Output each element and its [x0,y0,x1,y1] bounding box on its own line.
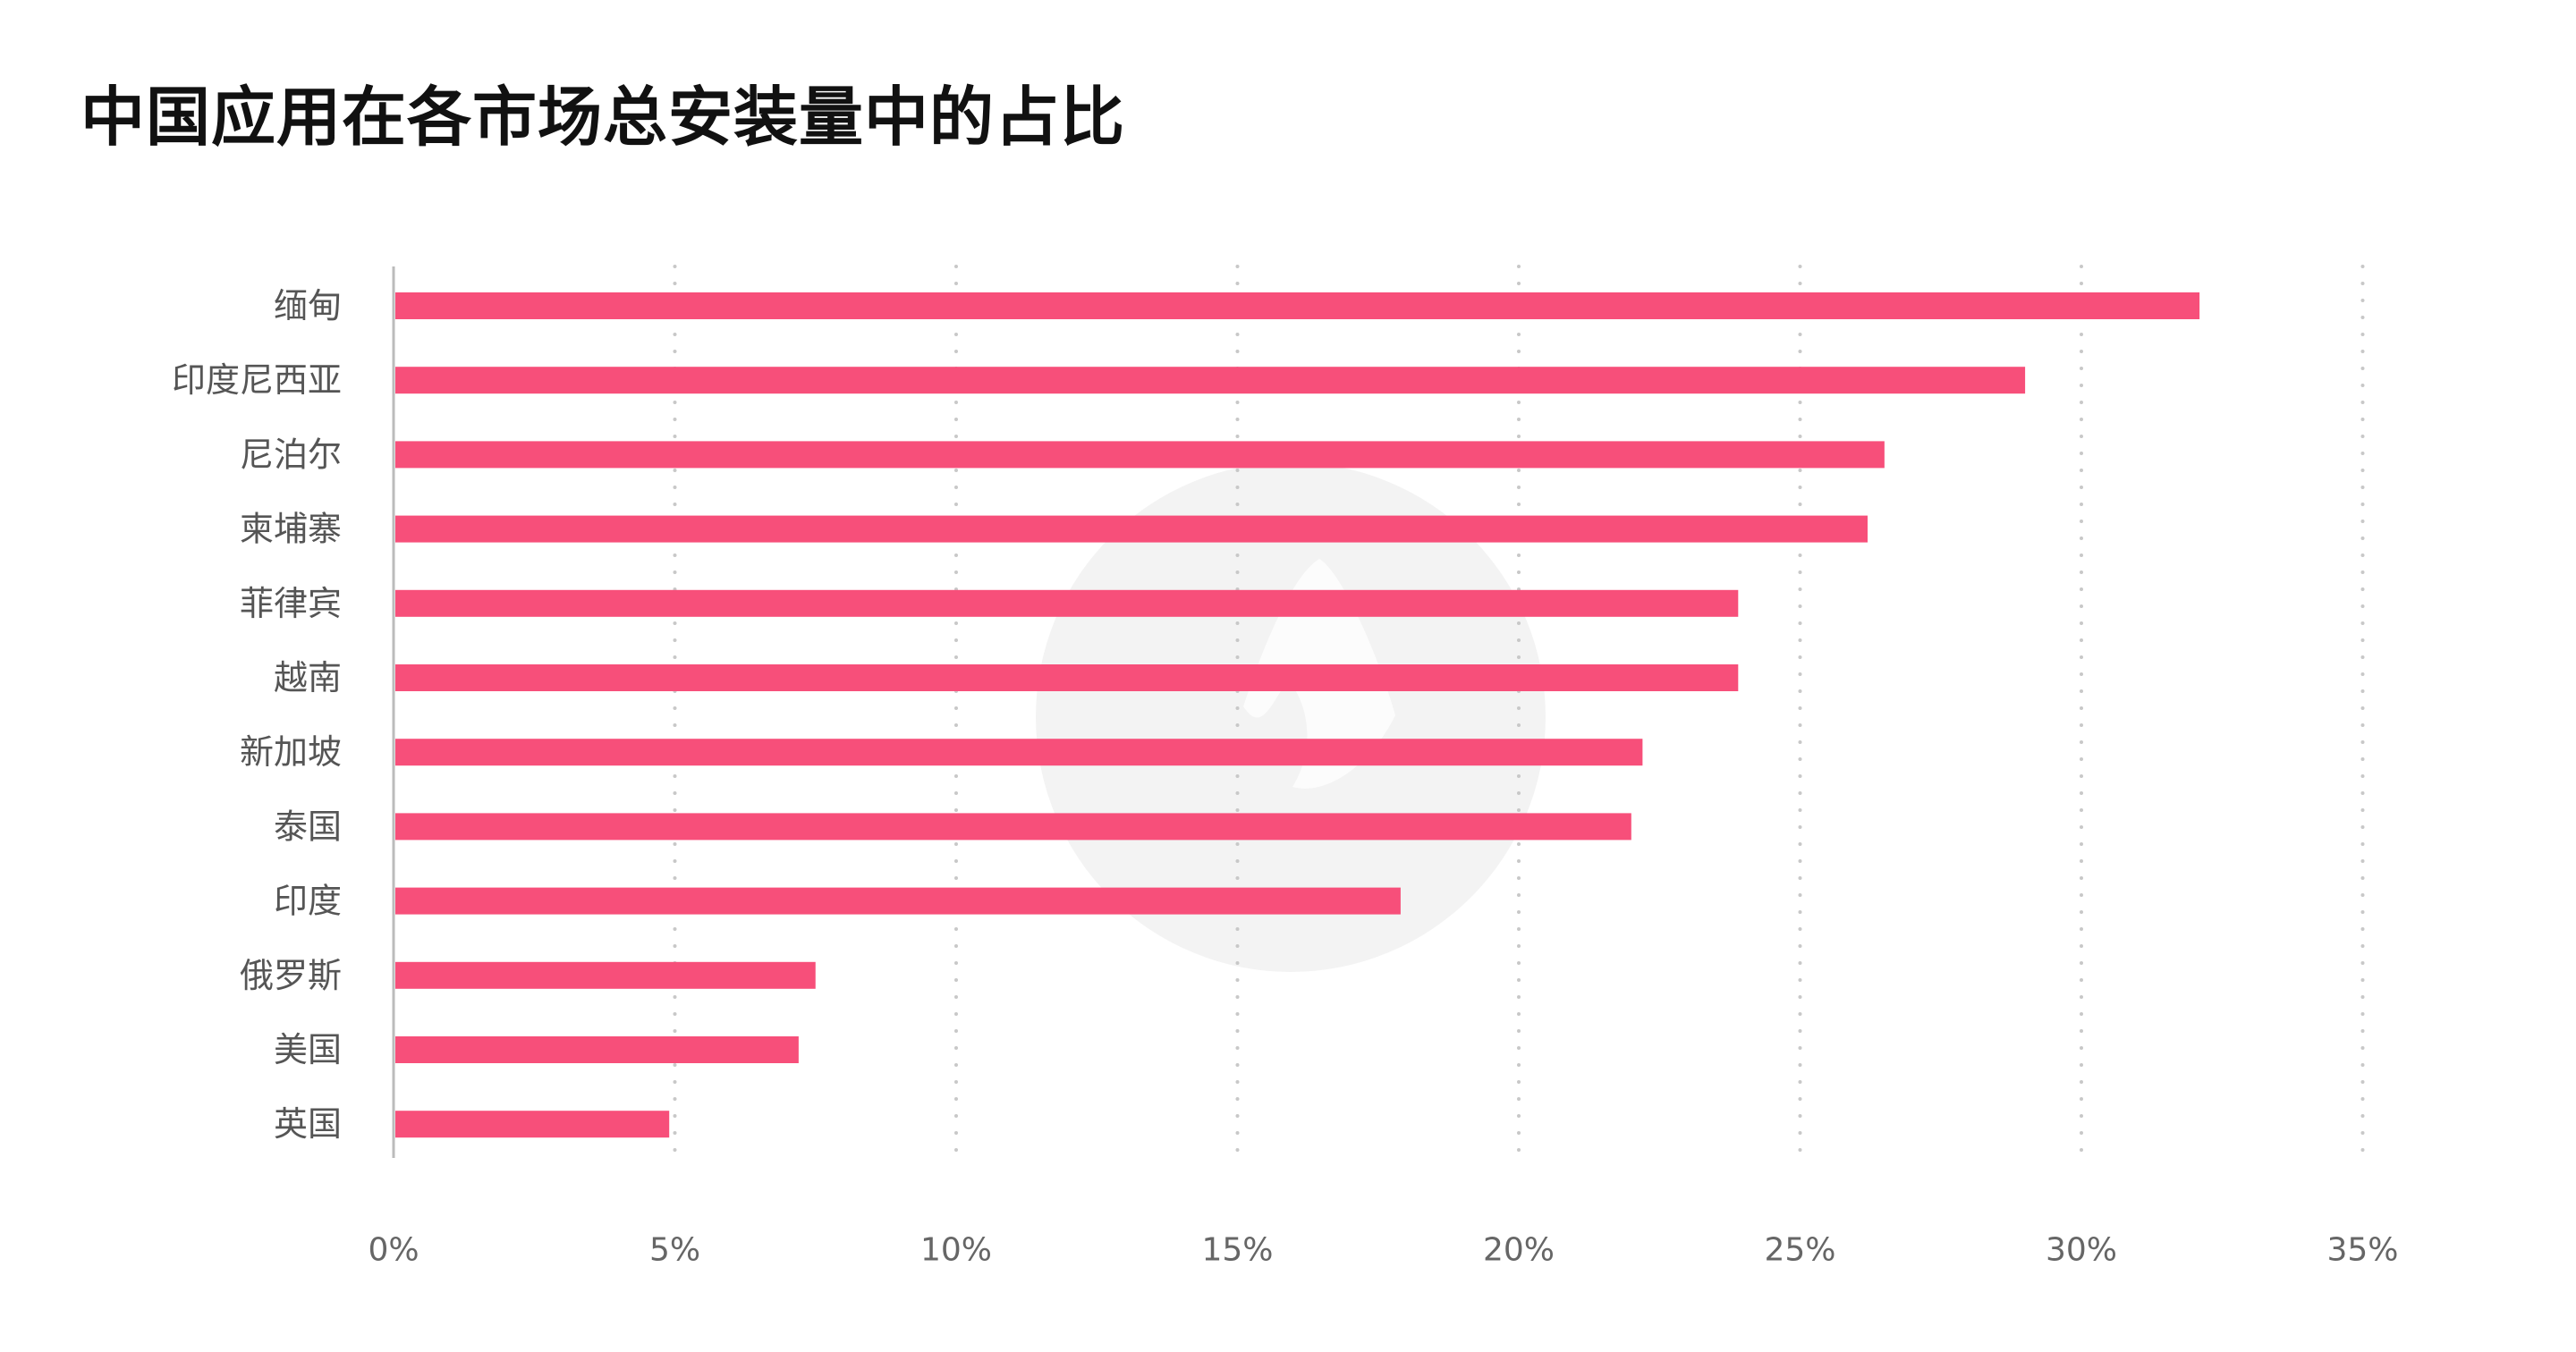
bar-柬埔寨 [395,515,1868,543]
bar-美国 [395,1036,799,1063]
category-label: 泰国 [274,807,342,846]
category-label: 越南 [274,658,342,697]
category-label: 英国 [274,1104,342,1144]
bar-泰国 [395,813,1631,841]
bars [395,292,2200,1138]
x-tick-label: 35% [2326,1232,2398,1269]
x-tick-labels: 0% 5% 10% 15% 20% 25% 30% 35% [368,1232,2398,1269]
category-label: 印度尼西亚 [172,360,342,400]
category-label: 缅甸 [274,286,342,325]
bar-俄罗斯 [395,961,816,989]
x-tick-label: 20% [1483,1232,1555,1269]
category-label: 俄罗斯 [240,956,342,995]
category-label: 新加坡 [240,732,342,772]
bar-尼泊尔 [395,441,1885,469]
category-label: 菲律宾 [240,584,342,623]
bar-越南 [395,664,1739,691]
bar-英国 [395,1111,670,1138]
bar-菲律宾 [395,589,1739,617]
x-tick-label: 30% [2046,1232,2117,1269]
category-label: 柬埔寨 [240,510,342,549]
x-tick-label: 5% [649,1232,700,1269]
bar-印度 [395,887,1401,915]
bar-新加坡 [395,739,1643,766]
category-label: 印度 [274,882,342,921]
x-tick-label: 15% [1201,1232,1273,1269]
bar-印度尼西亚 [395,367,2026,394]
chart-title: 中国应用在各市场总安装量中的占比 [80,80,1126,155]
category-label: 美国 [274,1030,342,1069]
x-tick-label: 0% [368,1232,419,1269]
x-tick-label: 25% [1764,1232,1835,1269]
bar-缅甸 [395,292,2200,319]
category-label: 尼泊尔 [240,435,342,474]
x-tick-label: 10% [920,1232,992,1269]
